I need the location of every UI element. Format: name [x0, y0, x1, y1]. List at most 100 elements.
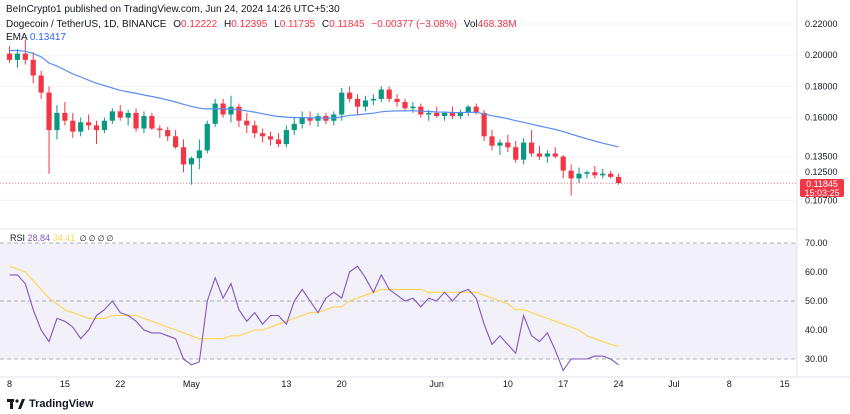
bar-countdown: 15:03:25	[804, 188, 840, 199]
candle-body	[101, 120, 108, 131]
candle-body	[165, 130, 171, 137]
candle-body	[133, 112, 139, 129]
candle-body	[552, 153, 558, 157]
candle-body	[505, 142, 511, 148]
time-tick-label: Jul	[668, 379, 680, 389]
rsi-tick-label: 40.00	[805, 325, 828, 335]
brand-name: TradingView	[29, 398, 94, 410]
rsi-label[interactable]: RSI	[10, 233, 26, 243]
ema-value: 0.13417	[29, 32, 67, 43]
time-tick-label: 8	[7, 379, 12, 389]
candle-body	[615, 176, 622, 184]
rsi-grid	[0, 242, 797, 360]
candle-body	[291, 123, 297, 131]
candle-body	[418, 106, 424, 115]
candle-body	[299, 117, 305, 124]
candle-body	[434, 112, 440, 117]
price-tick-label: 0.10700	[805, 195, 838, 205]
time-tick-label: 17	[558, 379, 568, 389]
candle-body	[362, 100, 369, 107]
price-tick-label: 0.13500	[805, 152, 838, 162]
candle-body	[204, 123, 210, 151]
candle-body	[54, 112, 60, 131]
time-axis[interactable]: 8 15 22 May 13 20 Jun 10 17 24 Jul 8 15	[7, 379, 790, 389]
price-tick-label: 0.22000	[805, 19, 838, 29]
symbol-title[interactable]: Dogecoin / TetherUS, 1D, BINANCE	[6, 19, 167, 30]
candle-body	[489, 136, 495, 146]
candle-body	[14, 53, 21, 60]
candle-body	[236, 106, 242, 121]
open-value: 0.12222	[181, 19, 218, 30]
candle-body	[354, 98, 361, 107]
candle-body	[560, 156, 566, 171]
candle-body	[70, 120, 76, 132]
candle-body	[196, 150, 202, 159]
candle-body	[38, 75, 44, 93]
time-tick-label: 20	[337, 379, 347, 389]
ema-line	[9, 49, 619, 148]
hidden-value-icon: ∅	[97, 234, 105, 243]
candle-body	[347, 92, 353, 99]
rsi-line	[9, 265, 619, 372]
rsi-tick-label: 50.00	[805, 296, 828, 306]
candle-body	[481, 112, 487, 137]
candle-body	[125, 112, 131, 118]
candle-body	[275, 139, 282, 145]
candle-body	[180, 147, 187, 165]
candle-body	[228, 106, 234, 115]
candle-body	[339, 92, 345, 115]
time-tick-label: 13	[281, 379, 291, 389]
hidden-value-icon: ∅	[79, 234, 87, 243]
candle-body	[521, 142, 527, 160]
candle-body	[370, 98, 376, 101]
time-tick-label: 22	[115, 379, 125, 389]
candle-body	[188, 158, 195, 165]
candle-body	[544, 153, 550, 157]
candle-body	[6, 53, 13, 60]
candle-body	[141, 116, 147, 129]
candle-body	[260, 133, 266, 137]
publish-watermark: BeInCrypto1 published on TradingView.com…	[6, 4, 340, 15]
price-axis: 0.22000 0.20000 0.18000 0.16000 0.13500 0.125…	[805, 19, 838, 205]
candle-body	[497, 142, 503, 146]
low-label: L	[274, 19, 280, 30]
change-value: −0.00377 (−3.08%)	[371, 19, 457, 30]
candle-body	[149, 116, 155, 129]
candle-body	[592, 172, 598, 176]
close-value: 0.11845	[329, 19, 365, 30]
candle-body	[449, 112, 456, 117]
time-tick-label: 15	[780, 379, 790, 389]
price-grid	[0, 23, 797, 201]
candle-body	[378, 89, 384, 99]
candle-body	[441, 112, 448, 117]
time-tick-label: May	[183, 379, 201, 389]
watermark-text: BeInCrypto1 published on TradingView.com…	[6, 4, 340, 15]
time-tick-label: 10	[503, 379, 513, 389]
candle-body	[157, 128, 163, 131]
rsi-value: 28.84	[27, 233, 51, 243]
tradingview-logo-icon	[7, 399, 25, 410]
legend-main: Dogecoin / TetherUS, 1D, BINANCE O0.1222…	[6, 19, 517, 30]
price-tick-label: 0.16000	[805, 113, 838, 123]
candle-body	[267, 136, 274, 140]
rsi-axis: 70.00 60.00 50.00 40.00 30.00	[805, 238, 828, 364]
vol-label: Vol	[463, 19, 478, 30]
candle-body	[465, 106, 471, 113]
candle-body	[536, 153, 543, 157]
candle-body	[600, 173, 606, 176]
ema-label[interactable]: EMA	[6, 32, 28, 43]
price-tick-label: 0.20000	[805, 50, 838, 60]
rsi-tick-label: 30.00	[805, 354, 828, 364]
last-price-tag: 0.11845 15:03:25	[800, 179, 844, 199]
low-value: 0.11735	[279, 19, 316, 30]
candle-body	[426, 112, 432, 115]
legend-rsi: RSI 28.84 34.41 ∅ ∅ ∅ ∅	[10, 233, 114, 243]
rsi-tick-label: 60.00	[805, 267, 828, 277]
vol-value: 468.38M	[477, 19, 517, 30]
tradingview-logo[interactable]: TradingView	[7, 398, 94, 410]
candle-body	[30, 59, 36, 76]
candle-body	[117, 111, 123, 118]
time-tick-label: 8	[727, 379, 732, 389]
candle-body	[608, 173, 614, 177]
